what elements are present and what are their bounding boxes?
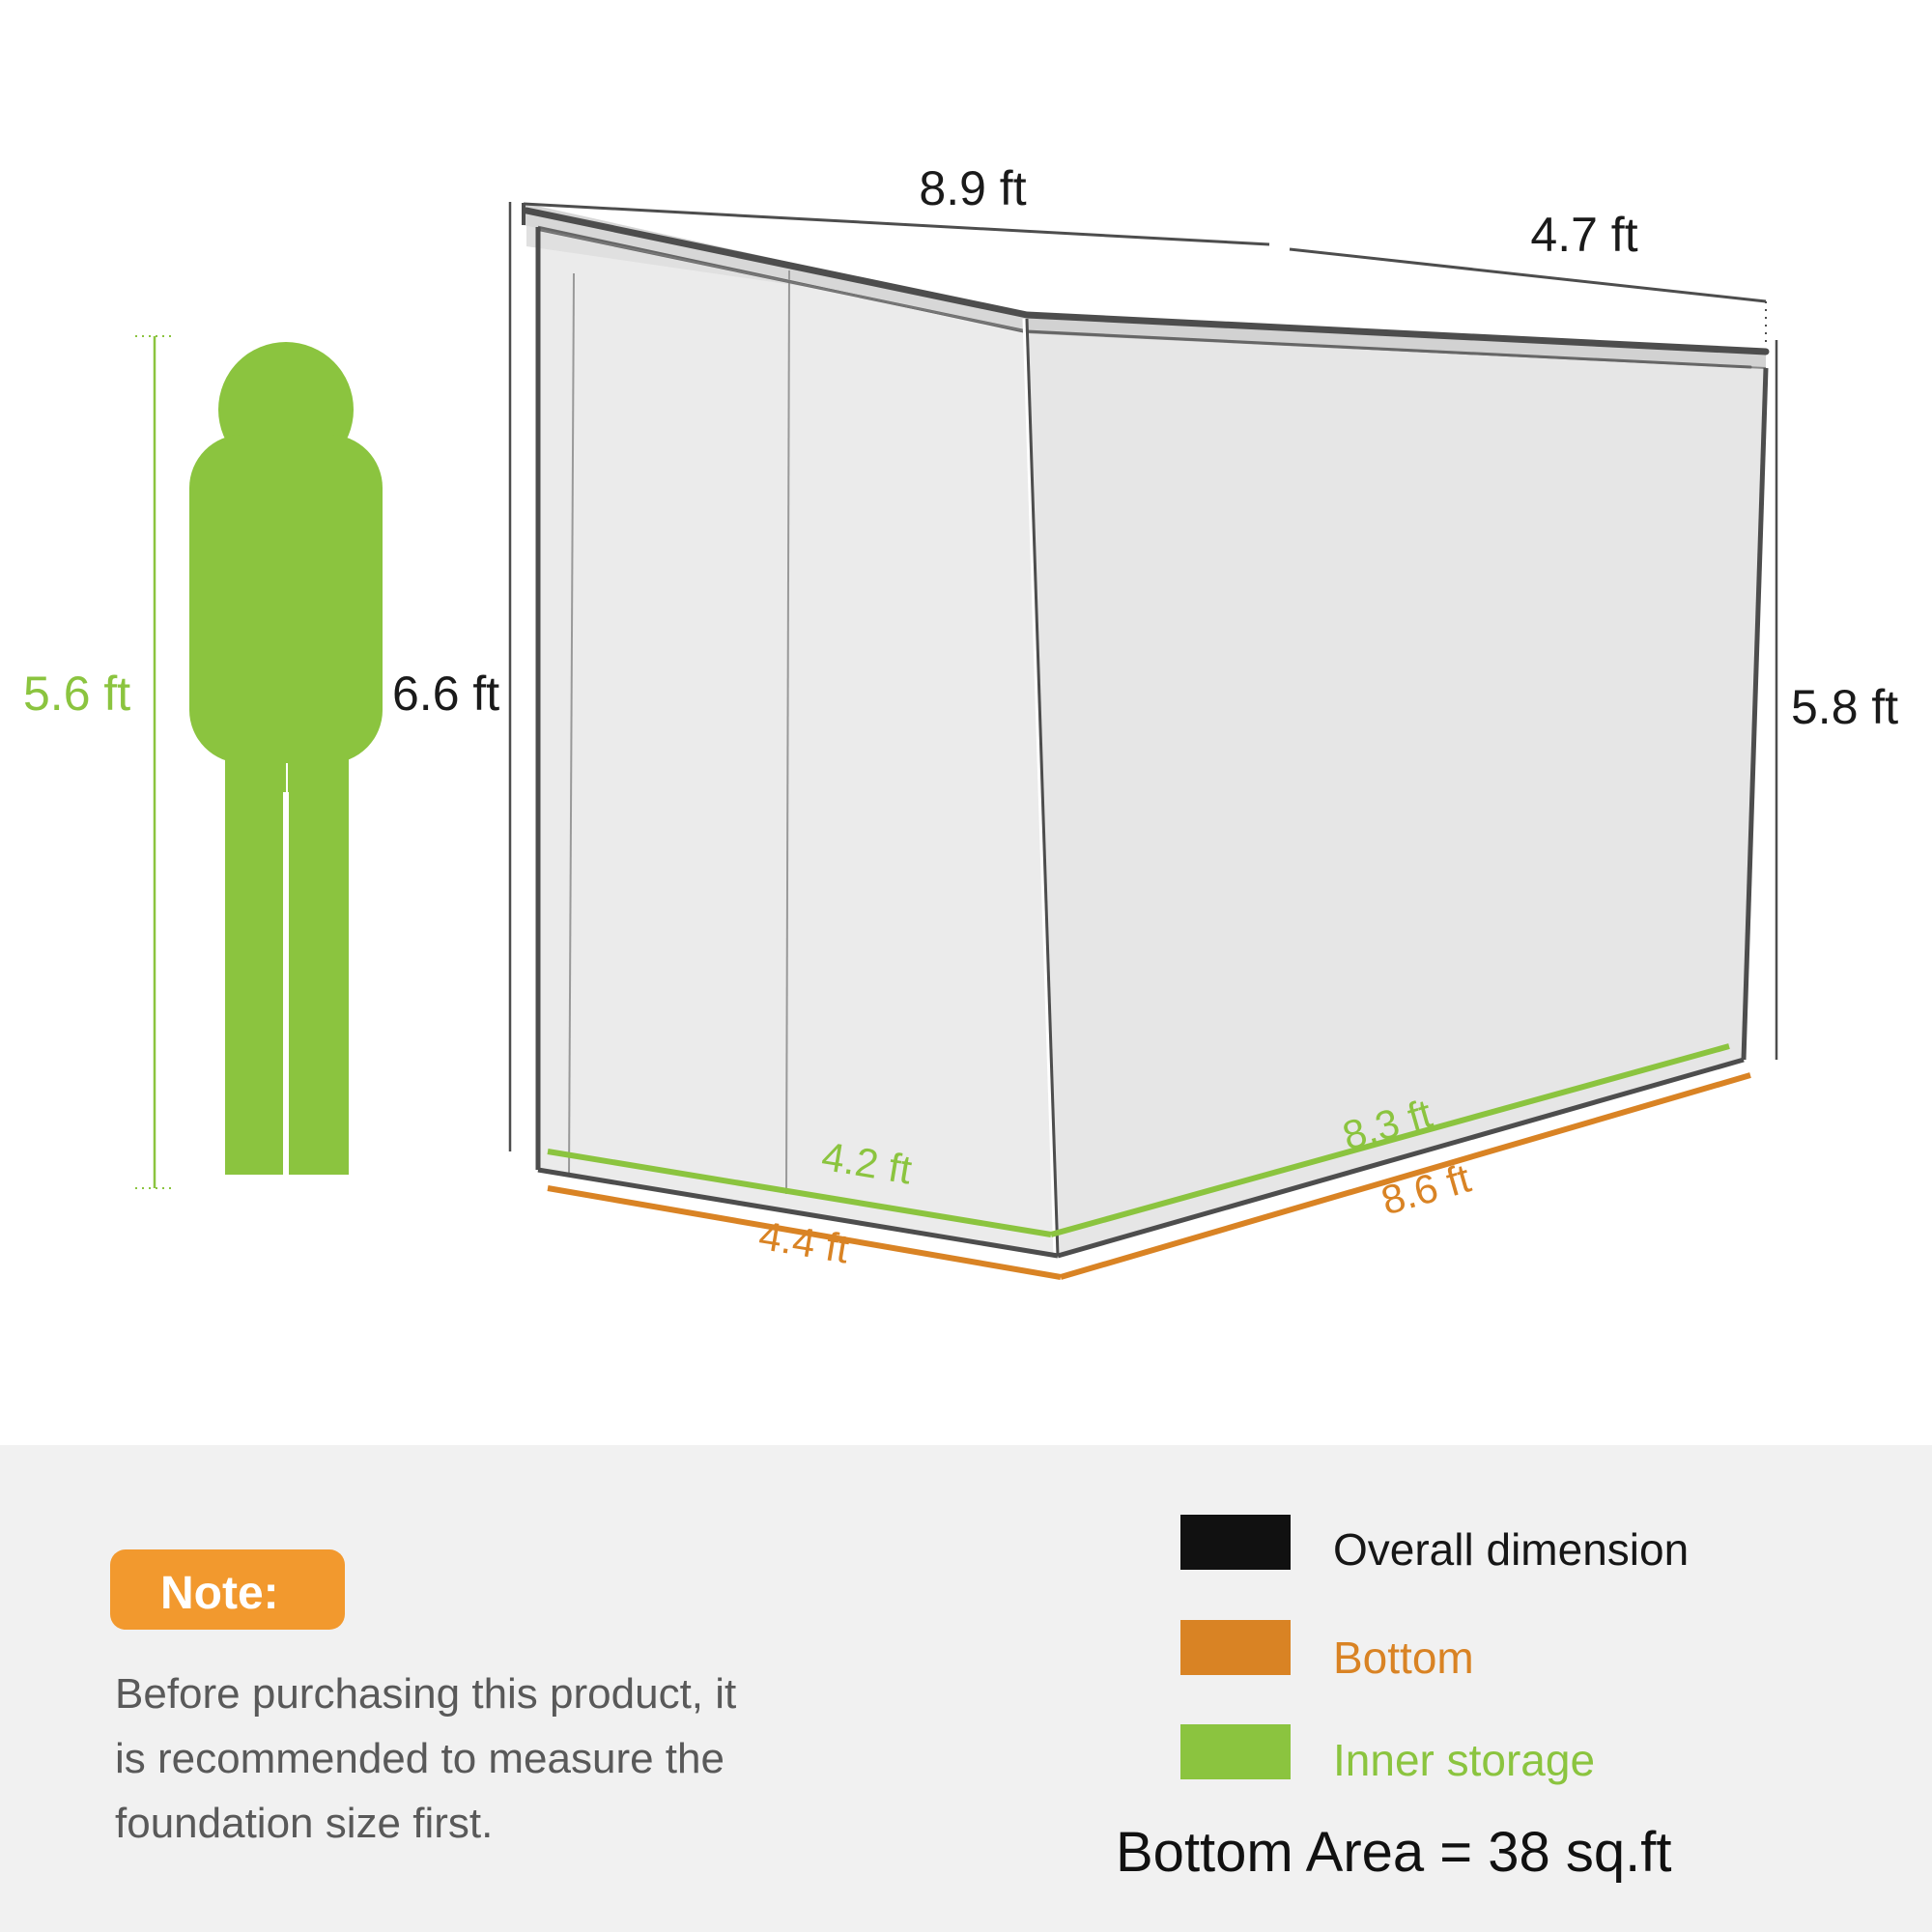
svg-text:Bottom: Bottom: [1333, 1633, 1474, 1683]
svg-text:Inner storage: Inner storage: [1333, 1735, 1595, 1785]
svg-text:Note:: Note:: [160, 1568, 279, 1619]
svg-text:8.9 ft: 8.9 ft: [919, 161, 1026, 215]
svg-text:6.6 ft: 6.6 ft: [392, 667, 499, 721]
svg-text:Before purchasing this product: Before purchasing this product, it: [115, 1670, 736, 1718]
svg-text:5.8 ft: 5.8 ft: [1791, 680, 1898, 734]
svg-text:5.6 ft: 5.6 ft: [23, 667, 130, 721]
svg-text:4.7 ft: 4.7 ft: [1530, 208, 1637, 262]
svg-text:is recommended to measure the: is recommended to measure the: [115, 1735, 724, 1782]
svg-text:Bottom Area = 38 sq.ft: Bottom Area = 38 sq.ft: [1116, 1821, 1672, 1884]
svg-text:foundation size first.: foundation size first.: [115, 1800, 493, 1847]
svg-text:Overall dimension: Overall dimension: [1333, 1524, 1689, 1575]
